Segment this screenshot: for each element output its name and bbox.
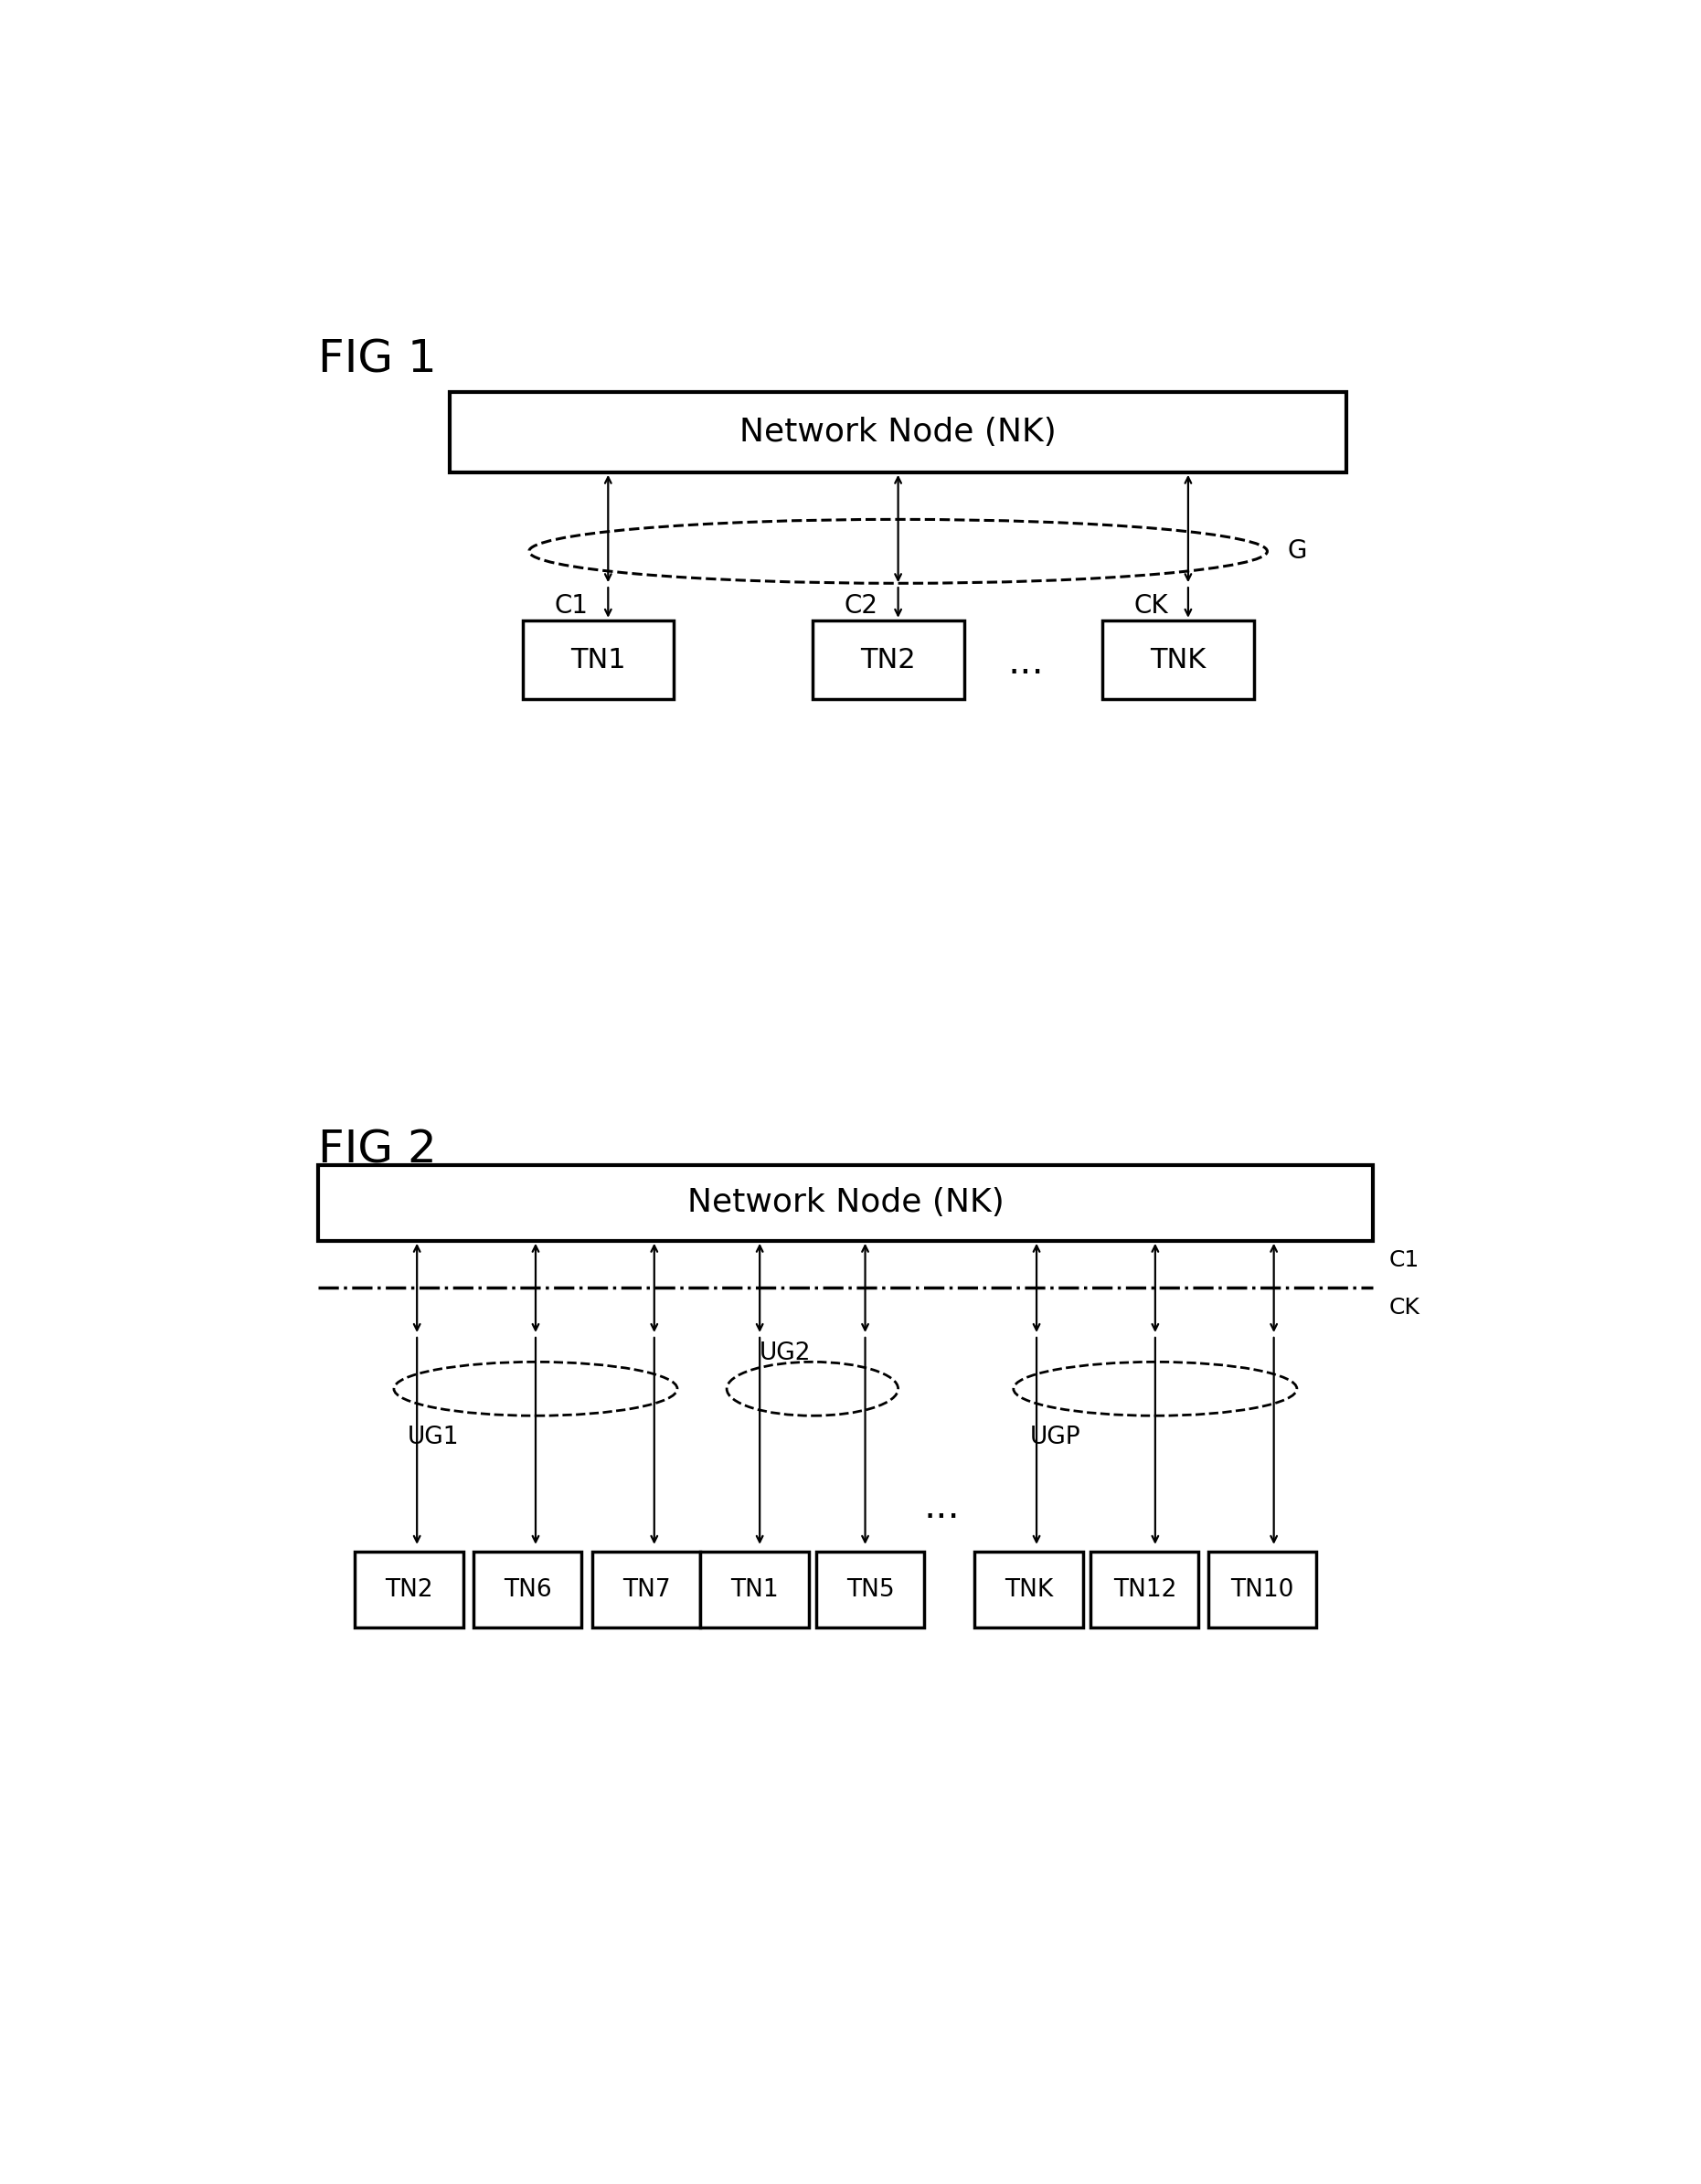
Text: FIG 2: FIG 2 xyxy=(318,1129,437,1173)
Bar xyxy=(592,1553,701,1627)
Text: TN2: TN2 xyxy=(861,646,915,673)
Text: FIG 1: FIG 1 xyxy=(318,339,437,382)
Bar xyxy=(318,1164,1373,1241)
Text: TNK: TNK xyxy=(1150,646,1206,673)
Text: TN2: TN2 xyxy=(384,1577,434,1601)
Bar xyxy=(449,391,1347,472)
Text: TN6: TN6 xyxy=(503,1577,551,1601)
Bar xyxy=(816,1553,925,1627)
Text: TN5: TN5 xyxy=(847,1577,895,1601)
Text: Network Node (NK): Network Node (NK) xyxy=(740,417,1056,448)
Bar xyxy=(1090,1553,1199,1627)
Text: CK: CK xyxy=(1388,1297,1420,1319)
Bar xyxy=(975,1553,1084,1627)
Text: UG1: UG1 xyxy=(408,1426,459,1450)
Text: ...: ... xyxy=(1007,642,1044,681)
Text: TNK: TNK xyxy=(1004,1577,1053,1601)
Text: TN12: TN12 xyxy=(1112,1577,1177,1601)
Text: Network Node (NK): Network Node (NK) xyxy=(687,1188,1004,1219)
Bar xyxy=(473,1553,582,1627)
Text: TN7: TN7 xyxy=(623,1577,670,1601)
Text: TN1: TN1 xyxy=(730,1577,779,1601)
Text: TN10: TN10 xyxy=(1230,1577,1294,1601)
Text: UG2: UG2 xyxy=(760,1341,811,1365)
Text: ...: ... xyxy=(924,1487,959,1527)
Text: CK: CK xyxy=(1135,594,1169,618)
Text: TN1: TN1 xyxy=(570,646,626,673)
Bar xyxy=(1208,1553,1317,1627)
Text: C1: C1 xyxy=(555,594,589,618)
Bar xyxy=(701,1553,808,1627)
Bar xyxy=(1102,620,1254,699)
Bar xyxy=(522,620,674,699)
Text: C2: C2 xyxy=(844,594,878,618)
Bar xyxy=(813,620,964,699)
Text: C1: C1 xyxy=(1388,1249,1419,1271)
Text: UGP: UGP xyxy=(1031,1426,1080,1450)
Text: G: G xyxy=(1288,539,1306,563)
Bar xyxy=(356,1553,463,1627)
